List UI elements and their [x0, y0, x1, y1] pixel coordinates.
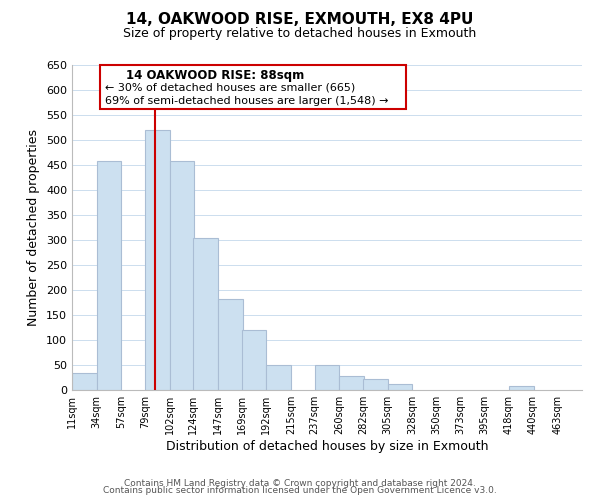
- Bar: [363, 379, 388, 390]
- Bar: [314, 365, 340, 390]
- Bar: [218, 298, 243, 390]
- Bar: [388, 384, 412, 390]
- Bar: [193, 238, 218, 390]
- Bar: [509, 386, 533, 390]
- Bar: [145, 130, 170, 390]
- Text: 14, OAKWOOD RISE, EXMOUTH, EX8 4PU: 14, OAKWOOD RISE, EXMOUTH, EX8 4PU: [127, 12, 473, 28]
- Text: Contains public sector information licensed under the Open Government Licence v3: Contains public sector information licen…: [103, 486, 497, 495]
- Bar: [170, 161, 194, 390]
- X-axis label: Distribution of detached houses by size in Exmouth: Distribution of detached houses by size …: [166, 440, 488, 453]
- Bar: [72, 372, 97, 390]
- Text: Contains HM Land Registry data © Crown copyright and database right 2024.: Contains HM Land Registry data © Crown c…: [124, 478, 476, 488]
- Bar: [340, 376, 364, 390]
- Bar: [97, 161, 121, 390]
- Text: 14 OAKWOOD RISE: 88sqm: 14 OAKWOOD RISE: 88sqm: [125, 69, 304, 82]
- Text: ← 30% of detached houses are smaller (665): ← 30% of detached houses are smaller (66…: [105, 83, 355, 93]
- Text: Size of property relative to detached houses in Exmouth: Size of property relative to detached ho…: [124, 28, 476, 40]
- Y-axis label: Number of detached properties: Number of detached properties: [28, 129, 40, 326]
- Text: 69% of semi-detached houses are larger (1,548) →: 69% of semi-detached houses are larger (…: [105, 96, 389, 106]
- Bar: [242, 330, 266, 390]
- FancyBboxPatch shape: [100, 65, 406, 109]
- Bar: [266, 365, 291, 390]
